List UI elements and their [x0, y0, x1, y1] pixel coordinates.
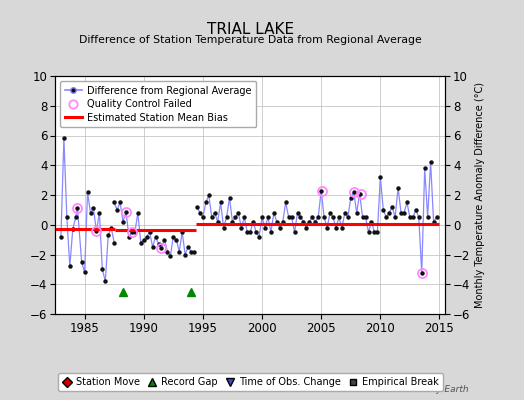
Legend: Station Move, Record Gap, Time of Obs. Change, Empirical Break: Station Move, Record Gap, Time of Obs. C…: [58, 373, 443, 391]
Y-axis label: Monthly Temperature Anomaly Difference (°C): Monthly Temperature Anomaly Difference (…: [475, 82, 485, 308]
Text: TRIAL LAKE: TRIAL LAKE: [207, 22, 294, 37]
Legend: Difference from Regional Average, Quality Control Failed, Estimated Station Mean: Difference from Regional Average, Qualit…: [60, 81, 256, 127]
Text: Berkeley Earth: Berkeley Earth: [402, 385, 469, 394]
Text: Difference of Station Temperature Data from Regional Average: Difference of Station Temperature Data f…: [79, 35, 422, 45]
